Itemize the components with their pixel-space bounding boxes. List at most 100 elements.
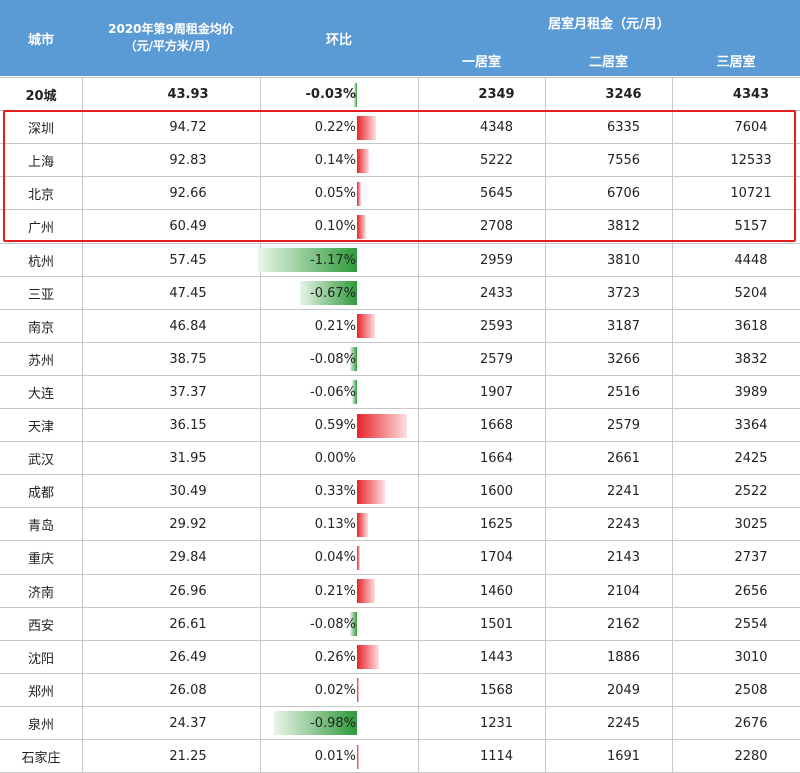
cell-r2: 1886 — [606, 649, 641, 665]
cell-mom: -1.17% — [310, 252, 356, 268]
cell-mom: 0.14% — [314, 153, 356, 169]
cell-mom: 0.04% — [314, 550, 356, 566]
cell-avg: 26.61 — [169, 616, 207, 632]
cell-r3: 7604 — [734, 120, 768, 136]
col-divider — [260, 78, 261, 772]
cell-mom: -0.98% — [310, 715, 356, 731]
cell-mom: 0.21% — [314, 583, 356, 599]
cell-city: 广州 — [27, 221, 54, 237]
cell-r3: 2522 — [734, 484, 768, 500]
header-mom: 环比 — [260, 0, 418, 76]
row-divider — [0, 209, 800, 210]
cell-r1: 1600 — [479, 484, 514, 500]
cell-r2: 1691 — [606, 749, 641, 765]
mom-bar — [300, 281, 357, 306]
cell-avg: 47.45 — [169, 285, 207, 301]
cell-r2: 6706 — [606, 186, 641, 202]
cell-city: 石家庄 — [21, 751, 61, 767]
cell-r1: 2579 — [479, 351, 514, 367]
mom-bar — [357, 545, 361, 570]
cell-r3: 3010 — [734, 649, 768, 665]
cell-r3: 2280 — [734, 749, 768, 765]
mom-bar — [354, 82, 357, 107]
mom-bar — [357, 115, 376, 140]
cell-avg: 57.45 — [169, 252, 207, 268]
cell-mom: 0.05% — [314, 186, 356, 202]
cell-mom: 0.21% — [314, 318, 356, 334]
row-divider — [0, 143, 800, 144]
cell-mom: 0.02% — [314, 682, 356, 698]
cell-mom: 0.10% — [314, 219, 356, 235]
cell-r3: 3025 — [734, 517, 768, 533]
cell-avg: 92.66 — [169, 186, 207, 202]
cell-r2: 7556 — [606, 153, 641, 169]
cell-avg: 92.83 — [169, 153, 207, 169]
cell-r1: 1231 — [479, 715, 514, 731]
cell-r3: 5204 — [734, 285, 768, 301]
cell-r2: 3266 — [606, 351, 641, 367]
mom-bar — [357, 314, 375, 339]
mom-bar — [357, 678, 359, 703]
cell-mom: 0.00% — [314, 451, 356, 467]
row-divider — [0, 640, 800, 641]
mom-bar — [273, 711, 357, 736]
mom-bar — [351, 380, 357, 405]
cell-r1: 2959 — [479, 252, 514, 268]
cell-city: 20城 — [25, 89, 57, 105]
header-one-room: 一居室 — [418, 44, 545, 76]
mom-bar — [357, 645, 380, 670]
cell-avg: 38.75 — [169, 351, 207, 367]
mom-bar — [357, 744, 359, 769]
cell-city: 深圳 — [27, 122, 54, 138]
cell-avg: 94.72 — [169, 120, 207, 136]
mom-bar — [357, 413, 408, 438]
cell-r2: 3187 — [606, 318, 641, 334]
cell-r3: 2676 — [734, 715, 768, 731]
cell-avg: 30.49 — [169, 484, 207, 500]
cell-city: 大连 — [27, 386, 54, 402]
row-divider — [0, 706, 800, 707]
header-three-room: 三居室 — [672, 44, 800, 76]
row-divider — [0, 739, 800, 740]
row-divider — [0, 408, 800, 409]
cell-city: 三亚 — [27, 287, 54, 303]
mom-bar — [357, 148, 369, 173]
cell-r1: 1501 — [479, 616, 514, 632]
cell-r3: 4448 — [734, 252, 768, 268]
header-avg-rent-line2: （元/平方米/月） — [124, 39, 218, 53]
cell-r3: 3364 — [734, 418, 768, 434]
cell-r2: 2579 — [606, 418, 641, 434]
row-divider — [0, 77, 800, 78]
mom-bar — [357, 512, 369, 537]
cell-r1: 2349 — [478, 87, 515, 103]
row-divider — [0, 276, 800, 277]
mom-bar — [357, 214, 366, 239]
cell-city: 上海 — [27, 155, 54, 171]
cell-r2: 2143 — [606, 550, 641, 566]
cell-mom: 0.22% — [314, 120, 356, 136]
cell-city: 北京 — [27, 188, 54, 204]
cell-avg: 21.25 — [169, 749, 207, 765]
cell-city: 泉州 — [27, 717, 54, 733]
cell-mom: 0.13% — [314, 517, 356, 533]
cell-r1: 2708 — [479, 219, 514, 235]
cell-mom: -0.03% — [305, 87, 357, 103]
row-divider — [0, 441, 800, 442]
cell-mom: 0.59% — [314, 418, 356, 434]
cell-mom: 0.33% — [314, 484, 356, 500]
cell-mom: 0.26% — [314, 649, 356, 665]
cell-city: 郑州 — [27, 684, 54, 700]
cell-avg: 26.96 — [169, 583, 207, 599]
cell-city: 成都 — [27, 486, 54, 502]
cell-city: 重庆 — [27, 552, 54, 568]
cell-city: 武汉 — [27, 453, 54, 469]
cell-city: 青岛 — [27, 519, 54, 535]
cell-city: 济南 — [27, 585, 54, 601]
cell-city: 西安 — [27, 618, 54, 634]
col-divider — [672, 78, 673, 772]
row-divider — [0, 342, 800, 343]
cell-r2: 3810 — [606, 252, 641, 268]
cell-avg: 26.49 — [169, 649, 207, 665]
cell-r1: 1568 — [479, 682, 514, 698]
